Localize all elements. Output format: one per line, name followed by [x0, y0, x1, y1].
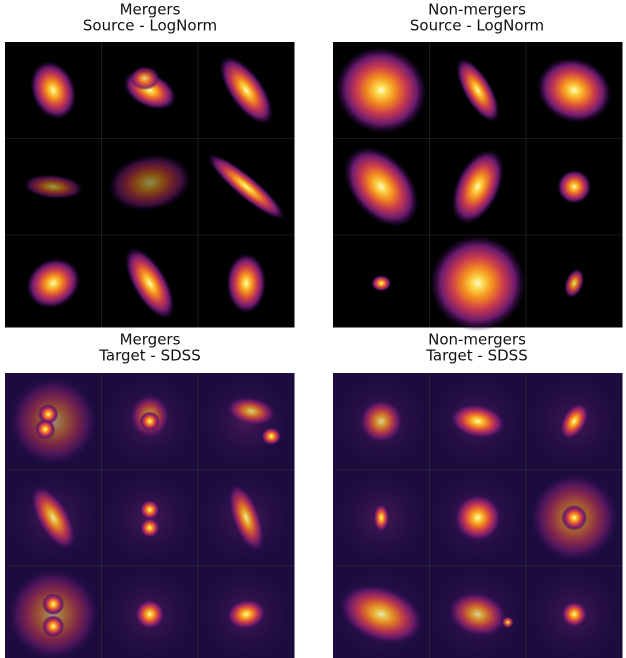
galaxy [108, 154, 192, 212]
galaxy [226, 599, 267, 630]
galaxy [373, 503, 390, 532]
galaxy [30, 61, 77, 120]
image-grid [5, 373, 295, 658]
panel-title: Mergers [120, 1, 181, 19]
panel-title: Mergers [120, 331, 181, 349]
galaxy [451, 149, 504, 225]
galaxy [448, 591, 508, 637]
galaxy [26, 258, 81, 309]
galaxy [561, 601, 588, 628]
image-grid [333, 42, 623, 332]
galaxy [139, 517, 160, 538]
galaxy [564, 268, 585, 298]
galaxy [343, 146, 419, 227]
galaxy [536, 57, 612, 124]
image-grid [5, 42, 295, 328]
galaxy [23, 174, 84, 199]
galaxy [134, 599, 165, 630]
panel-title: Non-mergers [428, 331, 526, 349]
galaxy [124, 247, 175, 319]
galaxy [453, 493, 502, 542]
galaxy [226, 253, 267, 314]
galaxy [371, 275, 392, 292]
galaxy [557, 169, 592, 204]
galaxy [226, 396, 276, 426]
galaxy [456, 58, 500, 123]
galaxy [219, 56, 274, 125]
galaxy [38, 404, 59, 425]
galaxy [228, 483, 265, 552]
galaxy [207, 153, 286, 220]
panel-title: Non-mergers [428, 1, 526, 19]
galaxy [129, 66, 160, 91]
galaxy [559, 402, 589, 440]
galaxy [139, 411, 160, 432]
galaxy [35, 419, 56, 440]
galaxy [42, 615, 65, 638]
panel-subtitle: Source - LogNorm [83, 17, 217, 35]
panel-subtitle: Source - LogNorm [410, 17, 544, 35]
galaxy [139, 499, 160, 520]
galaxy [42, 593, 65, 616]
galaxy [30, 485, 76, 550]
galaxy [429, 235, 526, 332]
galaxy [359, 399, 404, 444]
galaxy [338, 583, 424, 645]
panel-subtitle: Target - SDSS [98, 347, 200, 365]
galaxy [450, 403, 506, 439]
panel-subtitle: Target - SDSS [425, 347, 527, 365]
galaxy [261, 427, 282, 446]
image-grids [5, 42, 623, 658]
image-grid [333, 373, 623, 658]
galaxy [501, 616, 514, 629]
galaxy [335, 46, 427, 134]
galaxy [561, 504, 588, 531]
